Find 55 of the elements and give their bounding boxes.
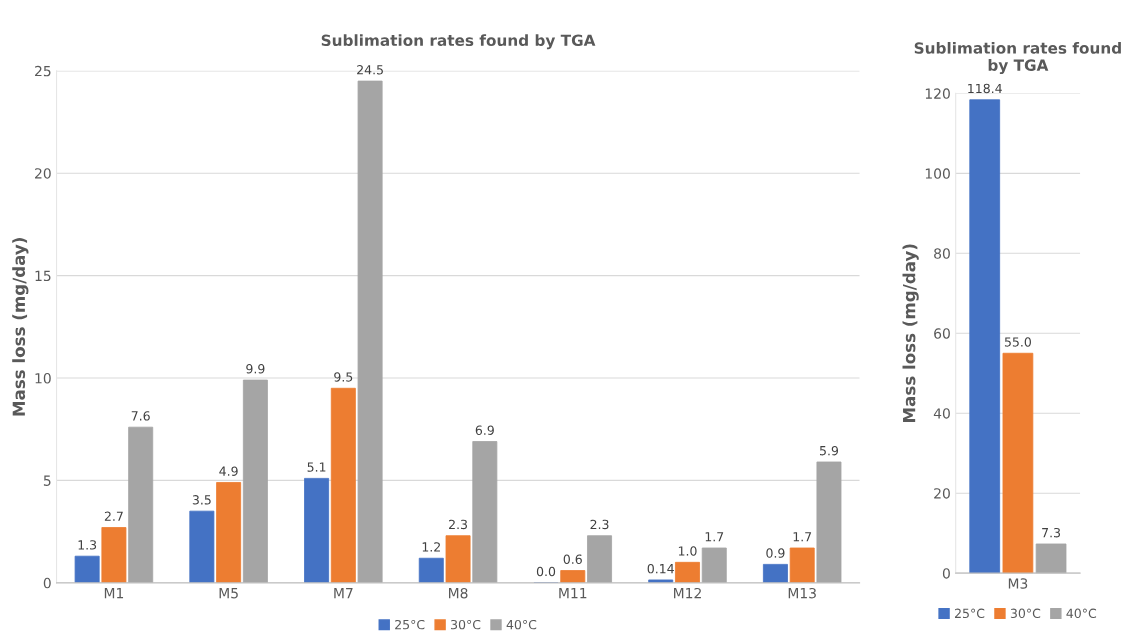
x-tick-label: M1 <box>104 588 124 599</box>
y-tick-label: 40 <box>933 408 950 419</box>
data-label: 5.1 <box>307 462 326 472</box>
data-label: 0.6 <box>563 554 582 564</box>
data-label: 0.9 <box>766 548 785 558</box>
y-tick-label: 15 <box>35 270 51 282</box>
data-label: 0.14 <box>647 563 674 574</box>
y-tick-label: 0 <box>43 577 51 589</box>
legend-label: 30°C <box>1010 608 1041 619</box>
legend-label: 30°C <box>451 619 481 630</box>
data-label: 1.3 <box>78 540 97 550</box>
chart-title: Sublimation rates found by TGA <box>914 41 1121 74</box>
legend-label: 40°C <box>506 619 537 630</box>
data-label: 5.9 <box>819 445 839 456</box>
y-tick-label: 60 <box>934 328 950 339</box>
data-label: 24.5 <box>357 65 383 75</box>
legend-label: 25°C <box>395 619 425 630</box>
data-label: 118.4 <box>968 83 1002 94</box>
data-label: 9.5 <box>334 372 353 382</box>
x-tick-label: M8 <box>449 587 468 599</box>
data-label: 55.0 <box>1004 337 1031 347</box>
y-tick-label: 100 <box>925 168 950 179</box>
x-tick-label: M12 <box>674 587 701 599</box>
y-tick-label: 5 <box>43 475 51 486</box>
y-tick-label: 120 <box>925 88 950 99</box>
data-label: 2.3 <box>590 519 609 530</box>
data-label: 1.7 <box>793 532 812 542</box>
data-label: 1.0 <box>678 546 697 556</box>
data-label: 3.5 <box>192 495 211 505</box>
data-label: 9.9 <box>246 364 265 374</box>
legend-label: 25°C <box>954 608 985 619</box>
y-tick-label: 20 <box>934 488 950 499</box>
legend-label: 40°C <box>1066 608 1097 619</box>
data-label: 4.9 <box>219 466 238 476</box>
data-label: 7.3 <box>1042 527 1061 538</box>
y-tick-label: 20 <box>35 168 51 179</box>
x-tick-label: M11 <box>559 588 587 599</box>
y-axis-title: Mass loss (mg/day) <box>902 244 919 422</box>
data-label: 1.2 <box>422 542 440 552</box>
data-label: 1.7 <box>705 532 724 542</box>
data-label: 7.6 <box>131 411 150 421</box>
data-label: 2.7 <box>104 511 123 521</box>
x-tick-label: M7 <box>334 588 353 599</box>
y-axis-title: Mass loss (mg/day) <box>12 238 29 416</box>
y-tick-label: 25 <box>35 65 51 77</box>
x-tick-label: M3 <box>1008 578 1028 589</box>
y-tick-label: 0 <box>942 568 950 579</box>
y-tick-label: 80 <box>934 248 950 259</box>
x-tick-label: M5 <box>219 588 238 599</box>
data-label: 0.0 <box>536 566 556 577</box>
chart-title: Sublimation rates found by TGA <box>321 34 596 50</box>
data-label: 6.9 <box>475 425 494 435</box>
x-tick-label: M13 <box>788 587 816 599</box>
data-label: 2.3 <box>449 519 467 530</box>
y-tick-label: 10 <box>35 373 51 384</box>
